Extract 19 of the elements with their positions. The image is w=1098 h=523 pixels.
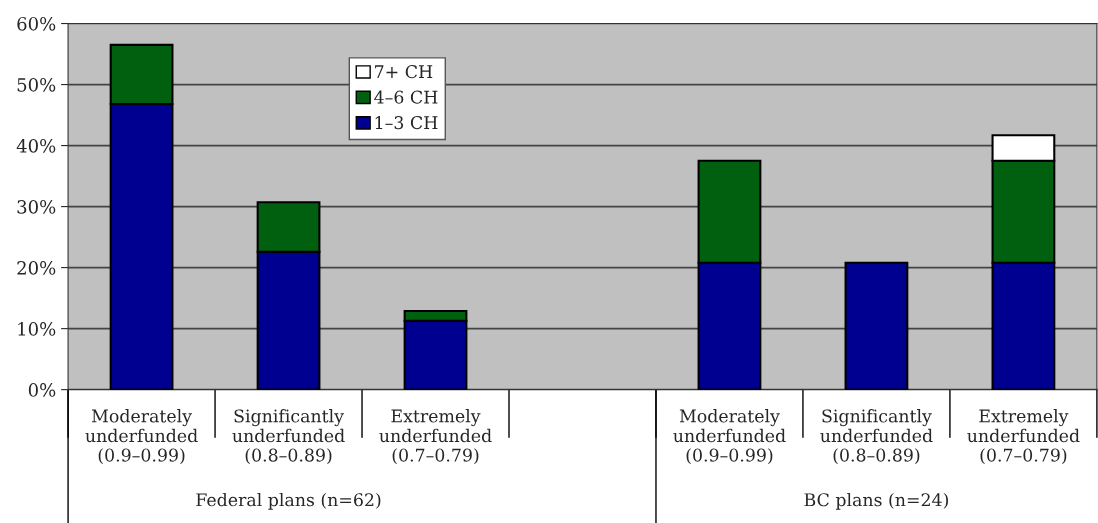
- y-tick-label: 20%: [17, 261, 56, 275]
- y-tick-label: 60%: [17, 16, 56, 31]
- text: BC plans (n=24): [804, 492, 948, 510]
- bar: [844, 261, 909, 390]
- x-tick-label: Significantly underfunded (0.8–0.89): [820, 409, 933, 465]
- text: Federal plans (n=62): [196, 492, 381, 510]
- x-tick-label: Moderately underfunded (0.9–0.99): [85, 409, 198, 465]
- y-tick-label: 40%: [16, 139, 56, 153]
- y-tick-label: 30%: [17, 200, 56, 214]
- x-tick-label: Extremely underfunded (0.7–0.79): [379, 409, 492, 465]
- y-tick-label: 10%: [18, 322, 56, 336]
- y-tick-label: 50%: [17, 78, 56, 92]
- legend-label: 7+ CH: [375, 65, 433, 79]
- x-tick-label: Extremely underfunded (0.7–0.79): [967, 409, 1080, 465]
- legend-label: 1–3 CH: [375, 116, 438, 130]
- legend-label: 4–6 CH: [374, 90, 438, 104]
- x-tick-label: Significantly underfunded (0.8–0.89): [232, 409, 345, 465]
- y-tick-label: 0%: [28, 383, 56, 397]
- x-tick-label: Moderately underfunded (0.9–0.99): [673, 409, 786, 465]
